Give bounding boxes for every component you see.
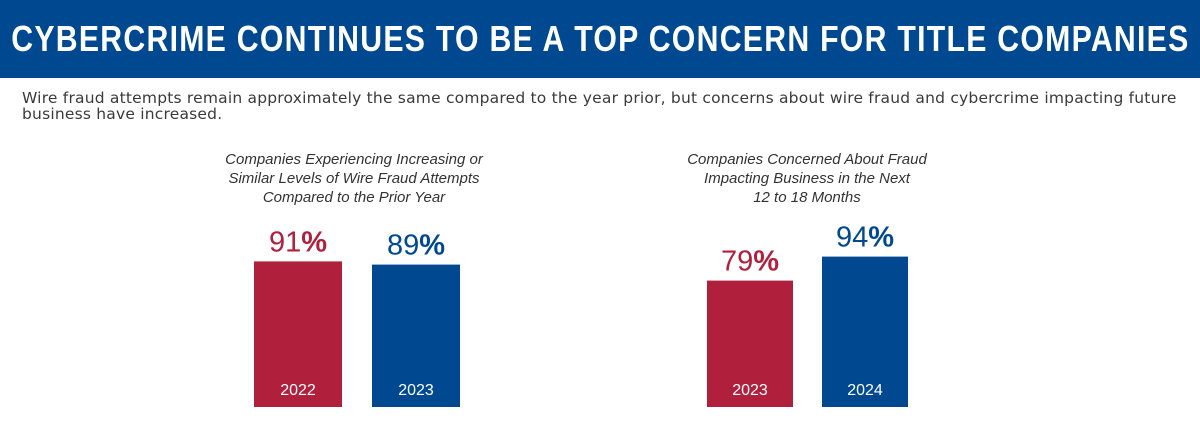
bar-2023 <box>372 264 460 407</box>
chart-title: Companies Concerned About Fraud Impactin… <box>687 151 927 206</box>
category-label-2022: 2022 <box>280 382 316 399</box>
bar-2022 <box>254 261 342 407</box>
bar-2024 <box>822 256 908 407</box>
data-label-2023: 79% <box>721 246 779 278</box>
chart-plot: 79% 2023 94% 2024 <box>707 222 908 407</box>
chart-plot: 91% 2022 89% 2023 <box>254 226 460 407</box>
page-subtitle: Wire fraud attempts remain approximately… <box>22 89 1177 123</box>
category-label-2023: 2023 <box>732 382 768 399</box>
data-label-2024: 94% <box>836 222 894 254</box>
category-label-2024: 2024 <box>847 382 883 399</box>
title-banner: CYBERCRIME CONTINUES TO BE A TOP CONCERN… <box>0 0 1200 78</box>
category-label-2023: 2023 <box>398 382 434 399</box>
data-label-2022: 91% <box>269 226 327 258</box>
chart-title: Companies Experiencing Increasing or Sim… <box>225 151 483 206</box>
page-title: CYBERCRIME CONTINUES TO BE A TOP CONCERN… <box>10 18 1190 59</box>
bar-2023 <box>707 280 793 407</box>
data-label-2023: 89% <box>387 230 445 262</box>
fraud-concern-chart: Companies Concerned About Fraud Impactin… <box>677 150 937 420</box>
wire-fraud-attempts-chart: Companies Experiencing Increasing or Sim… <box>214 150 494 420</box>
